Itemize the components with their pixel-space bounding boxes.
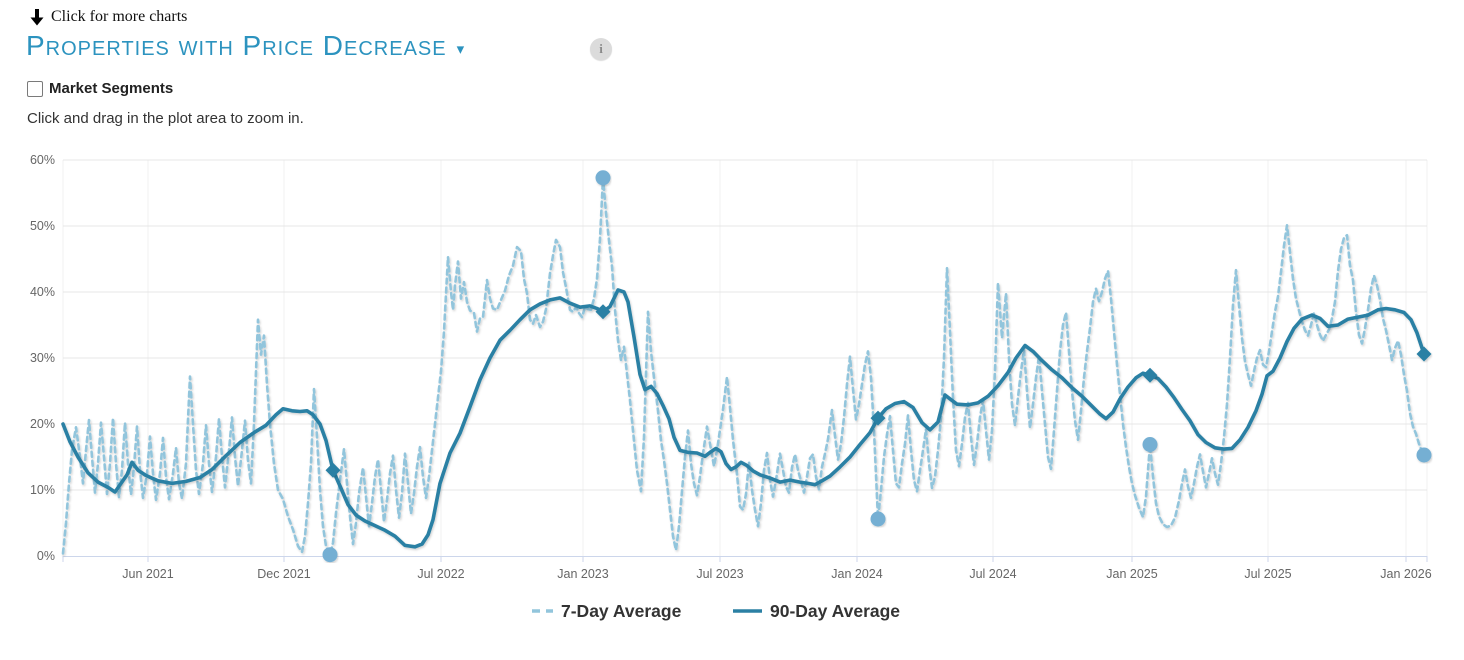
chart-title-dropdown[interactable]: Properties with Price Decrease ▾ <box>26 30 464 62</box>
caret-down-icon: ▾ <box>456 41 465 58</box>
x-axis-label: Jan 2024 <box>831 567 882 581</box>
marker-circle-7day[interactable] <box>595 170 611 186</box>
marker-diamond-90day[interactable] <box>1142 367 1158 383</box>
marker-circle-7day[interactable] <box>1416 447 1432 463</box>
x-axis-label: Jan 2023 <box>557 567 608 581</box>
chart-container: 0% 10% 20% 30% 40% 50% 60% Jun 2021 Dec 2021 Jul … <box>0 140 1464 660</box>
info-icon-glyph: i <box>599 41 603 56</box>
x-axis-label: Jul 2023 <box>696 567 743 581</box>
y-axis-label: 20% <box>30 417 55 431</box>
zoom-instruction: Click and drag in the plot area to zoom … <box>27 110 304 127</box>
marker-diamond-90day[interactable] <box>325 462 341 478</box>
y-axis-label: 60% <box>30 153 55 167</box>
marker-circle-7day[interactable] <box>1142 437 1158 452</box>
legend-item-7day[interactable]: 7-Day Average <box>532 601 682 621</box>
chart-svg: 0% 10% 20% 30% 40% 50% 60% Jun 2021 Dec 2021 Jul … <box>30 153 1432 621</box>
x-axis-label: Jun 2021 <box>122 567 173 581</box>
marker-circle-7day[interactable] <box>322 547 338 563</box>
x-axis-label: Jul 2025 <box>1244 567 1291 581</box>
legend-item-90day[interactable]: 90-Day Average <box>733 601 900 621</box>
y-axis-label: 50% <box>30 219 55 233</box>
page-title: Properties with Price Decrease <box>26 30 447 61</box>
y-axis-label: 40% <box>30 285 55 299</box>
legend-label-7day: 7-Day Average <box>561 601 682 621</box>
marker-circle-7day[interactable] <box>870 511 886 527</box>
x-axis-label: Jul 2024 <box>969 567 1016 581</box>
series-90day-line[interactable] <box>61 288 1426 549</box>
down-arrow-icon <box>30 8 44 25</box>
x-axis-label: Jan 2025 <box>1106 567 1157 581</box>
more-charts-label: Click for more charts <box>51 8 188 25</box>
plot-area[interactable] <box>63 160 1427 556</box>
x-axis-label: Jul 2022 <box>417 567 464 581</box>
x-axis-label: Dec 2021 <box>257 567 311 581</box>
marker-diamond-90day[interactable] <box>595 304 611 320</box>
info-icon[interactable]: i <box>590 38 612 60</box>
more-charts-link[interactable]: Click for more charts <box>30 8 187 26</box>
y-axis-label: 10% <box>30 483 55 497</box>
x-axis-label: Jan 2026 <box>1380 567 1431 581</box>
y-axis-label: 30% <box>30 351 55 365</box>
y-axis-label: 0% <box>37 549 55 563</box>
market-segments-label: Market Segments <box>49 80 174 97</box>
market-segments-checkbox[interactable] <box>27 80 43 97</box>
legend-label-90day: 90-Day Average <box>770 601 900 621</box>
marker-diamond-90day[interactable] <box>1416 346 1432 362</box>
marker-diamond-90day[interactable] <box>870 410 886 426</box>
series-7day-line[interactable] <box>61 176 1426 557</box>
